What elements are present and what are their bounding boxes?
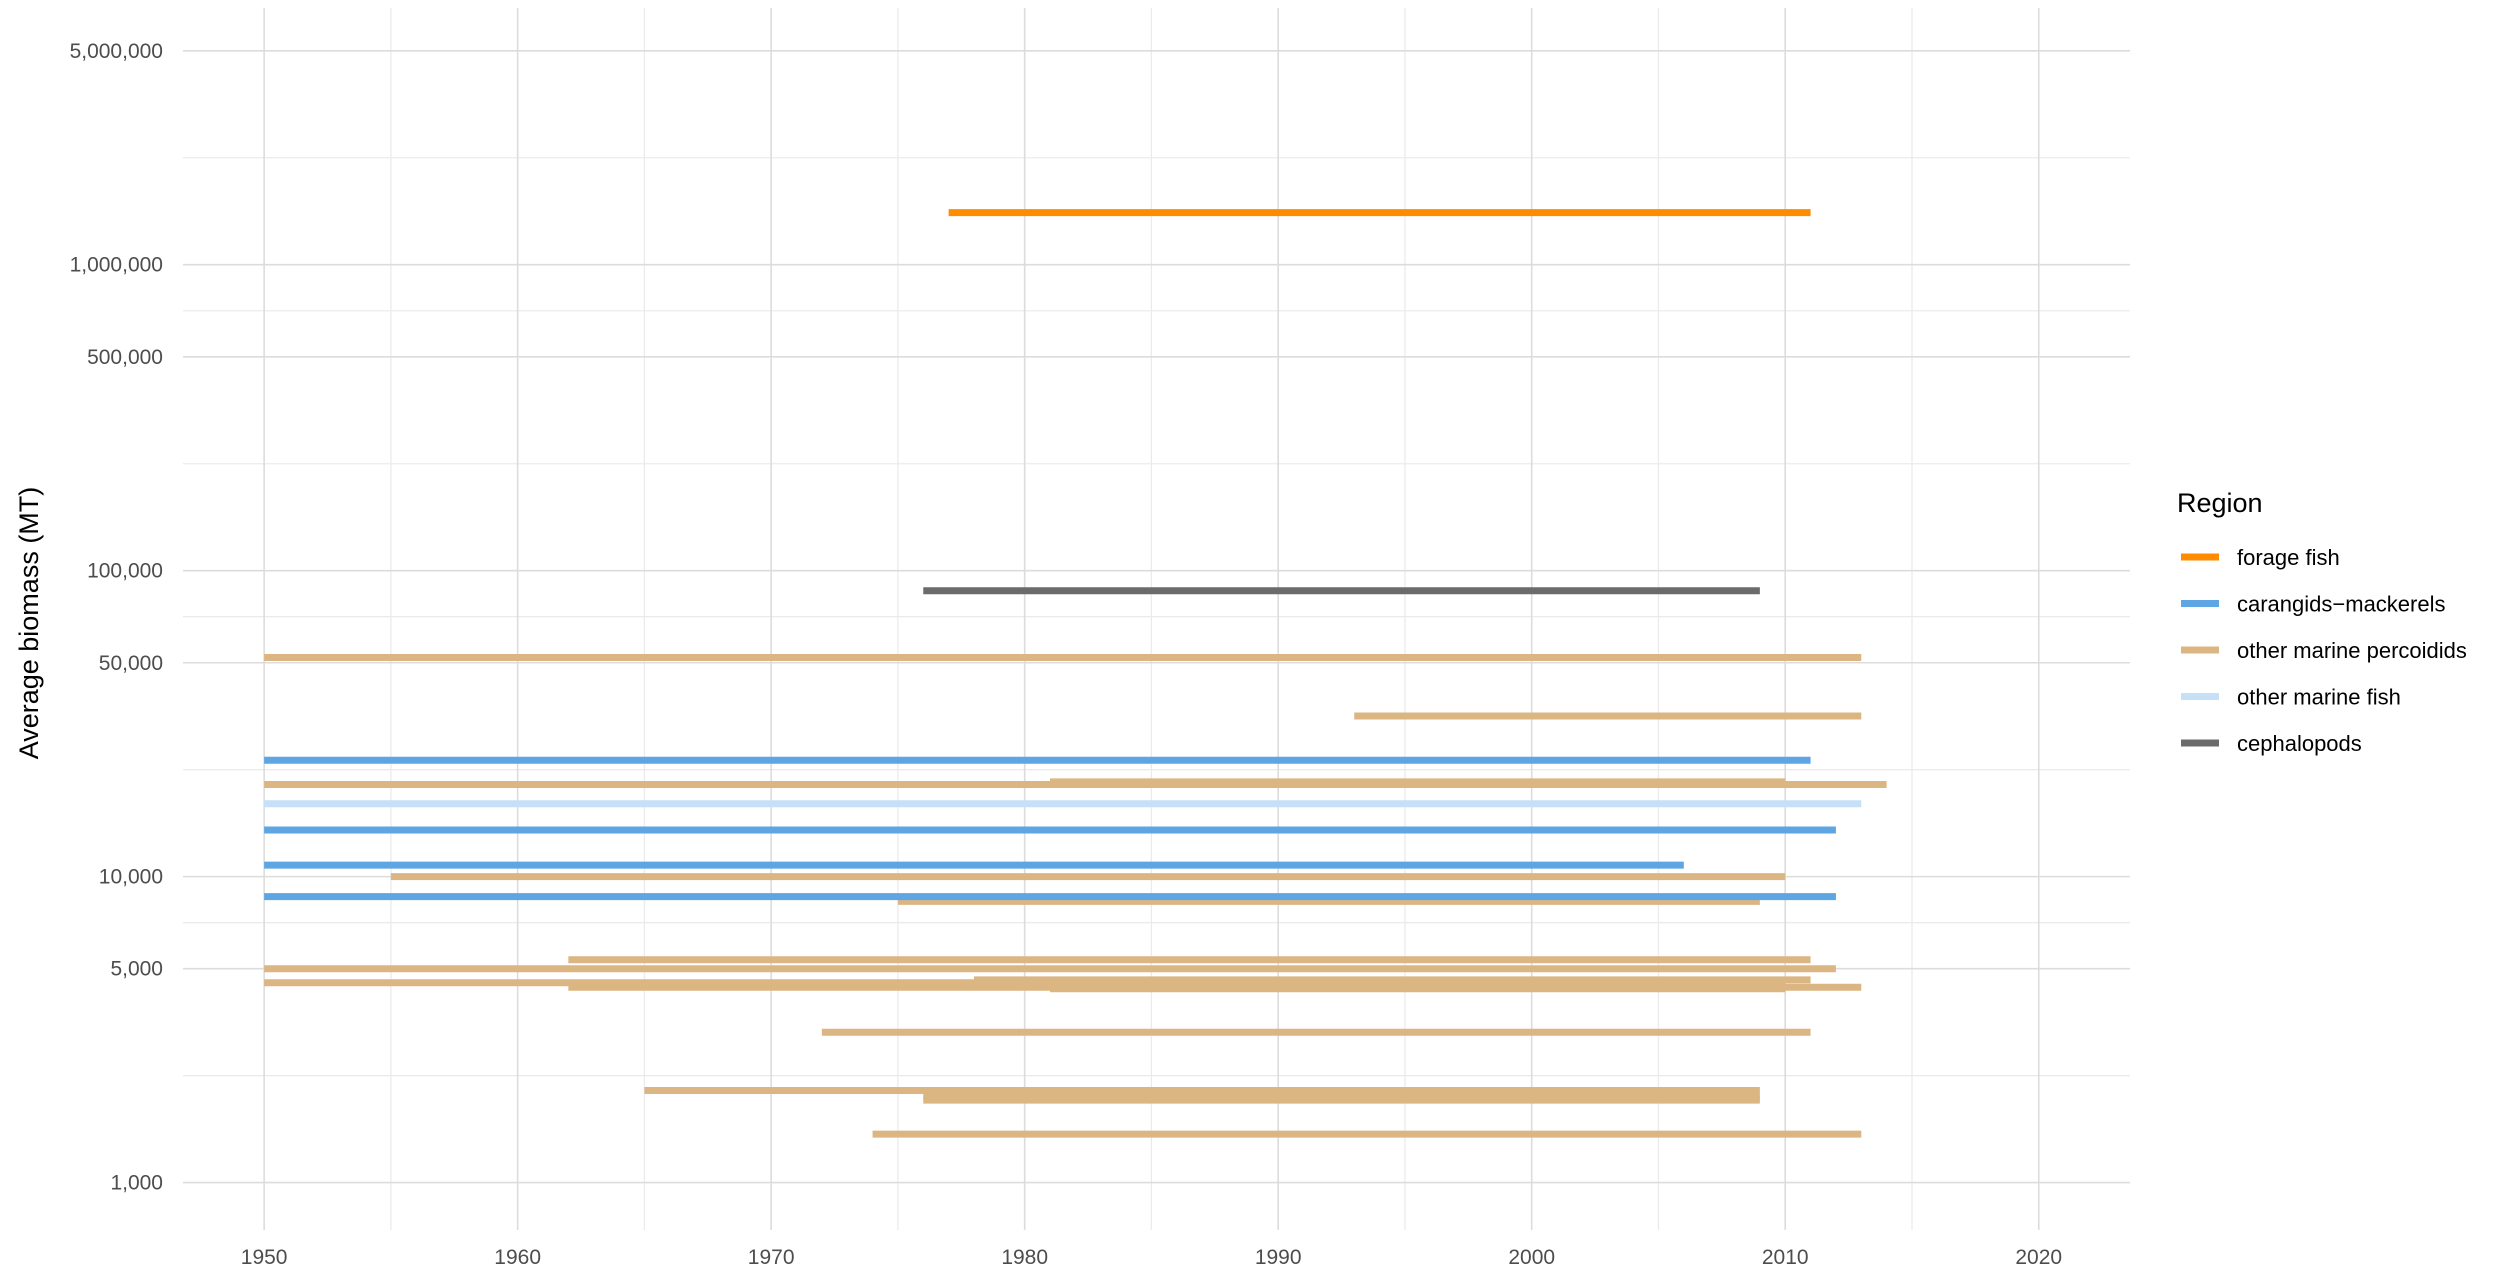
x-tick-label: 1950	[241, 1246, 288, 1269]
legend-label: other marine fish	[2237, 685, 2401, 710]
y-tick-label: 1,000	[110, 1172, 163, 1195]
legend: Region forage fish carangids−mackerels oth…	[2177, 488, 2467, 756]
legend-label: forage fish	[2237, 545, 2340, 570]
data-segments	[264, 209, 1887, 1138]
x-axis-tick-labels: 1950 1960 1970 1980 1990 2000 2010 2020	[241, 1246, 2062, 1269]
y-tick-label: 5,000	[110, 958, 163, 981]
legend-item: carangids−mackerels	[2181, 592, 2445, 617]
x-tick-label: 1960	[494, 1246, 541, 1269]
legend-item: cephalopods	[2181, 731, 2362, 756]
x-tick-label: 2000	[1508, 1246, 1555, 1269]
y-tick-label: 500,000	[87, 346, 163, 369]
x-tick-label: 1990	[1255, 1246, 1302, 1269]
x-tick-label: 2010	[1762, 1246, 1809, 1269]
y-tick-label: 50,000	[99, 652, 163, 675]
y-axis-title: Average biomass (MT)	[14, 487, 44, 760]
x-tick-label: 1980	[1001, 1246, 1048, 1269]
legend-item: other marine fish	[2181, 685, 2401, 710]
y-tick-label: 100,000	[87, 560, 163, 583]
legend-item: other marine percoidids	[2181, 638, 2467, 663]
x-tick-label: 2020	[2015, 1246, 2062, 1269]
y-tick-label: 1,000,000	[70, 254, 163, 277]
legend-label: carangids−mackerels	[2237, 592, 2445, 617]
legend-title: Region	[2177, 488, 2263, 518]
legend-item: forage fish	[2181, 545, 2340, 570]
x-tick-label: 1970	[748, 1246, 795, 1269]
y-axis-tick-labels: 1,000 5,000 10,000 50,000 100,000 500,000 1,00…	[70, 40, 163, 1195]
y-tick-label: 5,000,000	[70, 40, 163, 63]
legend-label: other marine percoidids	[2237, 638, 2467, 663]
y-tick-label: 10,000	[99, 866, 163, 889]
legend-label: cephalopods	[2237, 731, 2362, 756]
